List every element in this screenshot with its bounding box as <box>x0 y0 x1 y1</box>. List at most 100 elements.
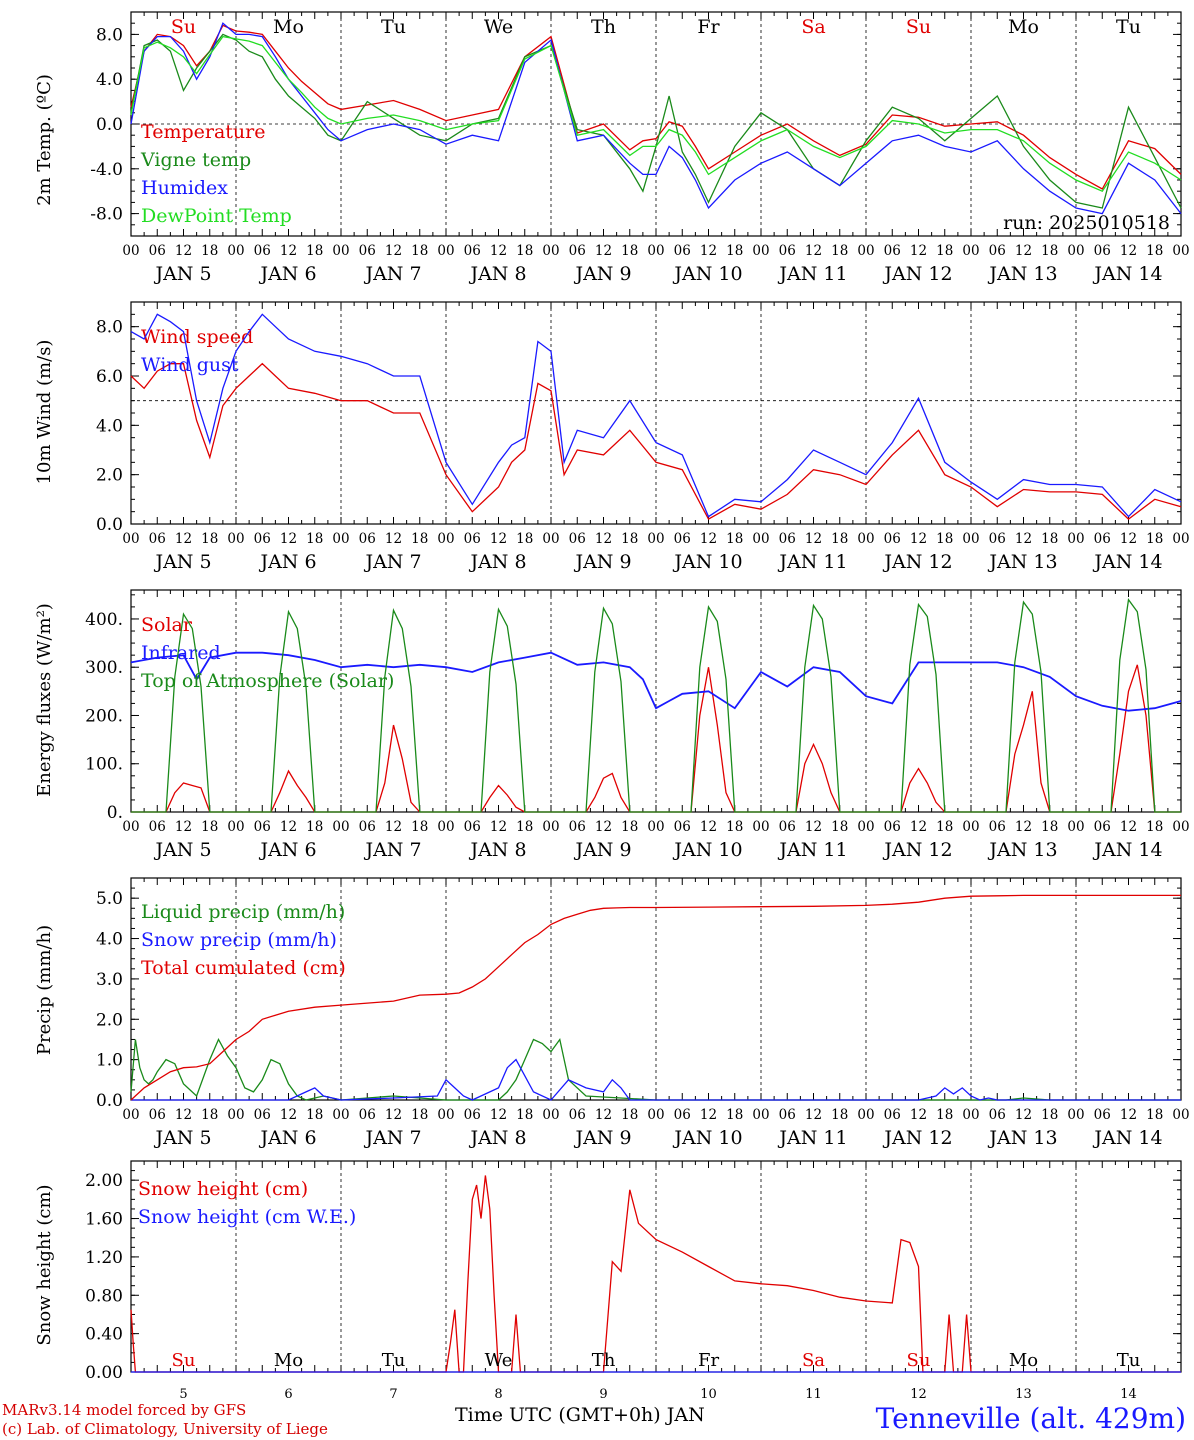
hour-tick-label: 00 <box>437 243 454 259</box>
day-label: JAN 14 <box>1092 263 1162 285</box>
day-number-label: 13 <box>1015 1387 1032 1402</box>
legend-entry: Snow precip (mm/h) <box>141 929 337 951</box>
hour-tick-label: 18 <box>306 819 323 835</box>
day-number-label: 5 <box>179 1387 187 1402</box>
hour-tick-label: 06 <box>989 531 1006 547</box>
hour-tick-label: 00 <box>962 243 979 259</box>
hour-tick-label: 12 <box>280 243 297 259</box>
hour-tick-label: 12 <box>700 243 717 259</box>
y-tick-label: 1.0 <box>96 1051 123 1071</box>
hour-tick-label: 00 <box>542 1107 559 1123</box>
hour-tick-label: 18 <box>831 531 848 547</box>
y-tick-label: 4.0 <box>96 416 123 436</box>
day-label: JAN 14 <box>1092 1127 1162 1149</box>
y-axis-label: 10m Wind (m/s) <box>34 340 55 485</box>
hour-tick-label: 00 <box>962 531 979 547</box>
series-line-wind-gust <box>130 313 1182 518</box>
hour-tick-label: 18 <box>726 1107 743 1123</box>
hour-tick-label: 00 <box>647 243 664 259</box>
hour-tick-label: 00 <box>437 819 454 835</box>
y-tick-label: 0.0 <box>96 515 123 535</box>
day-label: JAN 12 <box>882 1127 952 1149</box>
series-line-snow-precip-mm-h- <box>131 1058 1181 1101</box>
hour-tick-label: 06 <box>884 1107 901 1123</box>
hour-tick-label: 06 <box>884 531 901 547</box>
hour-tick-label: 12 <box>700 531 717 547</box>
day-label: JAN 12 <box>882 839 952 861</box>
hour-tick-label: 18 <box>1146 243 1163 259</box>
hour-tick-label: 18 <box>201 243 218 259</box>
y-tick-label: -8.0 <box>90 205 123 225</box>
day-label: JAN 10 <box>672 551 742 573</box>
hour-tick-label: 12 <box>910 819 927 835</box>
day-number-label: 11 <box>805 1387 822 1402</box>
hour-tick-label: 18 <box>306 243 323 259</box>
hour-tick-label: 06 <box>674 819 691 835</box>
y-tick-label: 8.0 <box>96 25 123 45</box>
weekday-label-top: Su <box>906 16 931 38</box>
day-label: JAN 12 <box>882 551 952 573</box>
hour-tick-label: 06 <box>149 1107 166 1123</box>
hour-tick-label: 12 <box>280 531 297 547</box>
day-label: JAN 11 <box>777 551 847 573</box>
day-label: JAN 14 <box>1092 551 1162 573</box>
day-label: JAN 5 <box>153 839 211 861</box>
day-label: JAN 7 <box>363 1127 421 1149</box>
hour-tick-label: 06 <box>884 819 901 835</box>
lab-credit: (c) Lab. of Climatology, University of L… <box>2 1420 328 1438</box>
series-line-infrared <box>130 651 1182 712</box>
hour-tick-label: 00 <box>122 1107 139 1123</box>
hour-tick-label: 06 <box>989 1107 1006 1123</box>
hour-tick-label: 00 <box>122 531 139 547</box>
hour-tick-label: 00 <box>647 531 664 547</box>
y-tick-label: 2.0 <box>96 466 123 486</box>
hour-tick-label: 18 <box>306 531 323 547</box>
weekday-label-top: Fr <box>697 16 720 38</box>
legend-entry: Humidex <box>141 177 228 199</box>
day-label: JAN 10 <box>672 839 742 861</box>
hour-tick-label: 00 <box>542 819 559 835</box>
y-tick-label: 2.0 <box>96 1010 123 1030</box>
hour-tick-label: 18 <box>201 531 218 547</box>
hour-tick-label: 18 <box>1146 819 1163 835</box>
day-number-label: 10 <box>700 1387 717 1402</box>
hour-tick-label: 12 <box>1015 531 1032 547</box>
hour-tick-label: 18 <box>411 819 428 835</box>
hour-tick-label: 00 <box>1172 819 1189 835</box>
hour-tick-label: 06 <box>989 243 1006 259</box>
day-label: JAN 7 <box>363 551 421 573</box>
hour-tick-label: 06 <box>254 531 271 547</box>
hour-tick-label: 12 <box>595 1107 612 1123</box>
y-tick-label: 0. <box>107 803 123 823</box>
hour-tick-label: 06 <box>779 819 796 835</box>
hour-tick-label: 12 <box>910 243 927 259</box>
hour-tick-label: 18 <box>411 1107 428 1123</box>
weekday-label-top: Sa <box>801 16 825 38</box>
weekday-label-bottom: Tu <box>382 1350 406 1371</box>
day-label: JAN 9 <box>573 263 631 285</box>
hour-tick-label: 06 <box>254 1107 271 1123</box>
weekday-label-top: Su <box>171 16 196 38</box>
hour-tick-label: 00 <box>1172 531 1189 547</box>
hour-tick-label: 12 <box>910 531 927 547</box>
day-label: JAN 8 <box>468 551 526 573</box>
hour-tick-label: 18 <box>1041 243 1058 259</box>
time-axis-title: Time UTC (GMT+0h) JAN <box>455 1404 705 1426</box>
day-number-label: 6 <box>284 1387 292 1402</box>
y-tick-label: 200. <box>85 706 123 726</box>
hour-tick-label: 00 <box>752 531 769 547</box>
hour-tick-label: 18 <box>516 531 533 547</box>
day-label: JAN 6 <box>258 263 316 285</box>
hour-tick-label: 18 <box>1041 819 1058 835</box>
day-label: JAN 7 <box>363 263 421 285</box>
y-axis-label: Energy fluxes (W/m²) <box>34 603 55 797</box>
hour-tick-label: 00 <box>542 531 559 547</box>
hour-tick-label: 00 <box>437 531 454 547</box>
hour-tick-label: 12 <box>805 531 822 547</box>
weekday-label-bottom: Mo <box>1009 1350 1038 1371</box>
y-tick-label: -4.0 <box>90 160 123 180</box>
hour-tick-label: 06 <box>779 243 796 259</box>
hour-tick-label: 12 <box>910 1107 927 1123</box>
hour-tick-label: 00 <box>332 819 349 835</box>
station-name: Tenneville (alt. 429m) <box>875 1402 1186 1435</box>
